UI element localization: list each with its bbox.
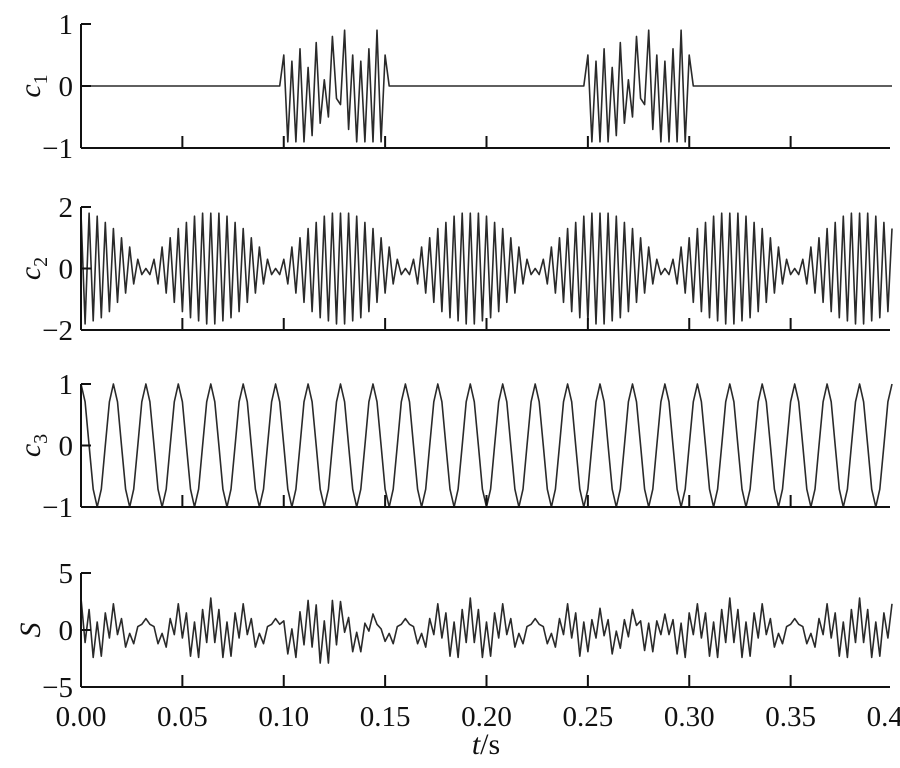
series-line	[80, 383, 893, 508]
y-tick-label: −5	[42, 672, 73, 704]
y-axis-label-base: c	[14, 84, 47, 97]
x-axis-label-var: t	[472, 728, 481, 761]
x-tick-label: 0.00	[56, 701, 107, 733]
y-axis-label-subscript: 2	[30, 257, 52, 267]
y-axis-label: c2	[14, 257, 52, 280]
y-axis-label-base: c	[14, 444, 47, 457]
y-axis-label-base: S	[14, 623, 47, 638]
series-line	[80, 212, 893, 325]
x-tick-label: 0.20	[461, 701, 512, 733]
panel-c2: 20−2c2	[14, 192, 893, 347]
y-tick-label: 0	[59, 615, 74, 647]
y-tick-label: 2	[59, 192, 74, 224]
y-axis-label-base: c	[14, 267, 47, 280]
x-tick-label: 0.35	[765, 701, 816, 733]
x-tick-labels: 0.00 0.05 0.10 0.15 0.20 0.25 0.30 0.35 0.40	[56, 701, 900, 733]
x-axis-label-unit: /s	[480, 728, 500, 761]
y-tick-label: 1	[59, 369, 74, 401]
x-tick-label: 0.05	[157, 701, 208, 733]
y-tick-label: −2	[42, 315, 73, 347]
panel-S: 5 0 −5 S	[14, 558, 893, 704]
x-tick-label: 0.10	[258, 701, 309, 733]
y-tick-label: 5	[59, 558, 74, 590]
y-tick-label: 0	[59, 71, 74, 103]
x-tick-label: 0.25	[563, 701, 614, 733]
y-tick-label: −1	[42, 492, 73, 524]
y-axis-label-subscript: 1	[30, 74, 52, 84]
y-tick-label: 1	[59, 9, 74, 41]
panel-c1: 10−1c1	[14, 9, 892, 165]
y-tick-label: 0	[59, 254, 74, 286]
y-tick-label: 0	[59, 431, 74, 463]
y-axis-label: S	[14, 623, 47, 638]
panel-c3: 1 0 −1 c3	[14, 369, 893, 524]
x-axis-label: t/s	[472, 728, 500, 761]
y-axis-label: c3	[14, 434, 52, 457]
x-tick-label: 0.15	[360, 701, 411, 733]
x-tick-label: 0.40	[867, 701, 900, 733]
series-line	[81, 29, 892, 143]
series-line	[80, 597, 893, 664]
y-tick-label: −1	[42, 133, 73, 165]
y-axis-label: c1	[14, 74, 52, 97]
x-tick-label: 0.30	[664, 701, 715, 733]
y-axis-label-subscript: 3	[30, 434, 52, 444]
